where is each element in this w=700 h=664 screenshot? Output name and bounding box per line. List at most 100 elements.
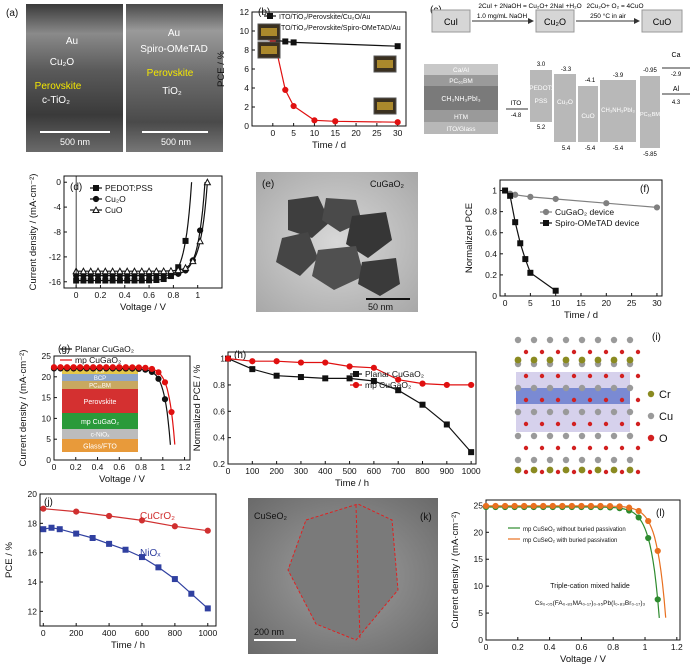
y-axis-label-f: Normalized PCE — [464, 203, 475, 273]
series-g-1 — [50, 364, 176, 445]
atom-o — [619, 445, 625, 451]
data-point-d-0 — [80, 277, 87, 284]
panel-k: CuSeO₂ (k) 200 nm — [248, 498, 438, 654]
data-point-h-1 — [370, 364, 377, 371]
atom-o — [555, 397, 561, 403]
data-point-l-1 — [511, 502, 518, 510]
sem-left-etl: c-TiO₂ — [42, 95, 70, 106]
mapbi3-label: CH₃NH₃PbI₃ — [601, 108, 635, 114]
cu2o-top: -3.3 — [561, 67, 572, 73]
data-point-l-1 — [530, 502, 537, 510]
x-tick-label-j: 800 — [168, 628, 182, 638]
data-point-g-1 — [50, 364, 58, 371]
cuo-block — [578, 86, 598, 142]
data-point-g-0 — [161, 396, 169, 403]
pedot-label-1: PEDOT: — [529, 85, 553, 92]
chart-h: (h) 0 100 200 300 400 500 600 700 800 900 1000 0.2 0.… — [192, 350, 481, 489]
layer-mp-cugao2 — [62, 413, 138, 429]
atom-o — [555, 349, 561, 355]
panel-label-f: (f) — [640, 184, 649, 195]
atom-cu — [546, 456, 554, 464]
x-tick-label-f: 30 — [652, 298, 662, 308]
data-point-h-0 — [395, 387, 402, 394]
y-axis-label-l: Current density / (mA·cm⁻²) — [450, 512, 461, 629]
data-point-j-0 — [40, 505, 47, 512]
data-point-h-0 — [468, 449, 475, 456]
atom-o — [619, 421, 625, 427]
atom-o — [571, 469, 577, 475]
atom-cr — [530, 466, 538, 474]
legend-cr-dot — [647, 390, 655, 398]
atom-o — [587, 421, 593, 427]
atom-cu — [594, 408, 602, 416]
x-tick-label-l: 0.8 — [607, 642, 619, 652]
y-tick-label-b: 0 — [244, 121, 249, 131]
atom-o — [523, 421, 529, 427]
y-tick-label-g: 10 — [42, 413, 52, 423]
data-point-f-1 — [527, 269, 534, 276]
series-label-j-0: CuCrO₂ — [140, 511, 175, 522]
product-label: CuO — [653, 17, 672, 27]
atom-cu — [610, 432, 618, 440]
atom-cu — [514, 456, 522, 464]
atom-o — [635, 445, 641, 451]
legend-marker-f-1 — [543, 220, 549, 226]
series-b-0 — [265, 32, 401, 50]
stack-layer-3-label: CH₃NH₃PbI₃ — [441, 96, 480, 103]
mapbi3-top: -3.9 — [613, 73, 624, 79]
atom-cr — [546, 356, 554, 364]
data-point-d-0 — [109, 277, 116, 284]
panel-i: (i) Cr Cu O — [500, 330, 673, 475]
data-point-d-0 — [95, 277, 102, 284]
y-tick-label-j: 16 — [28, 548, 38, 558]
x-tick-label-h: 100 — [245, 466, 259, 476]
y-tick-label-b: 12 — [240, 7, 250, 17]
atom-cr — [514, 466, 522, 474]
series-line-f-0 — [504, 189, 657, 208]
data-point-d-2 — [123, 267, 132, 275]
box-product — [641, 9, 683, 33]
annotation-l-1: Triple-cation mixed halide — [550, 583, 630, 590]
data-point-d-0 — [131, 277, 138, 284]
data-point-f-1 — [507, 192, 514, 199]
panel-label-e: (e) — [262, 179, 274, 190]
atom-cu — [610, 408, 618, 416]
atom-cu — [562, 384, 570, 392]
x-tick-label-f: 25 — [627, 298, 637, 308]
legend-label-h-0: Planar CuGaO₂ — [365, 369, 424, 379]
atom-o — [635, 421, 641, 427]
atom-cr — [530, 356, 538, 364]
data-point-f-1 — [552, 287, 559, 294]
data-point-d-0 — [116, 277, 123, 284]
data-point-b-0 — [290, 39, 297, 46]
crystal-3 — [346, 212, 392, 258]
intermediate-label: Cu₂O — [544, 17, 566, 27]
plot-frame-f — [499, 179, 663, 297]
data-point-b-1 — [290, 102, 297, 110]
data-point-b-1 — [311, 117, 318, 124]
atom-cr — [594, 466, 602, 474]
data-point-f-1 — [517, 240, 524, 247]
crystal-6 — [358, 258, 400, 296]
x-tick-label-h: 900 — [440, 466, 454, 476]
layer-mp-cugao2-label: mp CuGaO₂ — [81, 419, 119, 426]
data-point-h-1 — [443, 381, 450, 389]
data-point-j-1 — [204, 605, 211, 612]
y-tick-label-d: -4 — [53, 202, 61, 212]
x-tick-label-h: 400 — [318, 466, 332, 476]
series-j-0 — [40, 505, 211, 534]
data-point-b-1 — [282, 86, 289, 94]
atom-o — [539, 349, 545, 355]
x-tick-label-d: 1 — [195, 290, 200, 300]
data-point-d-2 — [94, 267, 102, 275]
x-tick-label-l: 0.6 — [575, 642, 587, 652]
x-tick-label-h: 700 — [391, 466, 405, 476]
data-point-j-0 — [105, 512, 113, 520]
layer-pcbm-label: PC₆₁BM — [89, 384, 111, 390]
x-tick-label-f: 20 — [602, 298, 612, 308]
y-tick-label-l: 15 — [474, 554, 484, 564]
panel-label-h: (h) — [234, 350, 246, 361]
mapbi3-bottom: -5.4 — [613, 146, 624, 152]
